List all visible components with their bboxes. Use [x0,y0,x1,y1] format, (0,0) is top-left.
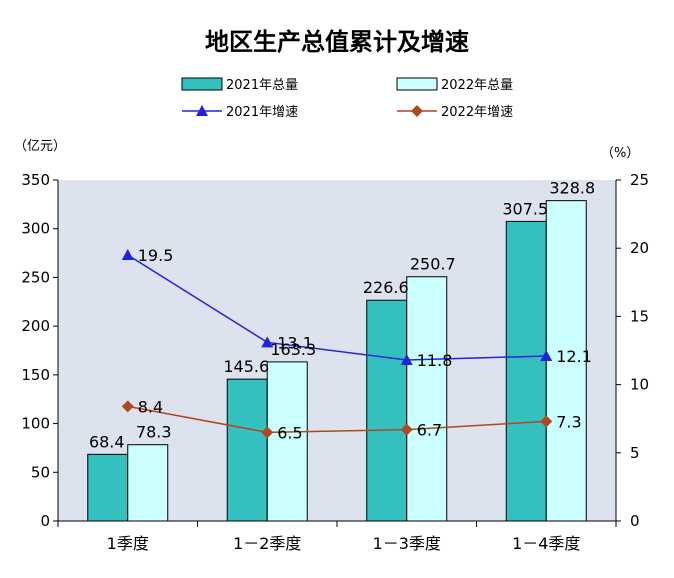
y-right-tick-label: 0 [630,512,640,530]
bar-label: 328.8 [549,179,595,198]
y-left-tick-label: 200 [21,317,50,335]
bar-1-3 [545,200,587,522]
bars [87,200,587,522]
bar-1-2 [406,276,448,522]
y-left-tick-label: 0 [40,512,50,530]
line-label: 8.4 [138,397,163,416]
bar-label: 226.6 [363,278,409,297]
marker-2-1 [261,336,274,348]
line-label: 6.5 [277,423,302,442]
x-tick-label: 1－2季度 [233,534,301,553]
marker-3-2 [400,423,413,436]
x-tick-label: 1季度 [107,534,149,553]
marker-3-3 [540,415,553,428]
line-label: 6.7 [417,421,442,440]
bar-label: 307.5 [502,199,548,218]
lines [121,249,553,439]
bar-label: 145.6 [223,357,269,376]
axes: 0 50 100 150 200 250 300 350 0 5 10 15 20 25 1季度 1－2季度 1… [21,171,649,553]
legend-marker-2 [196,105,208,116]
data-labels: 68.4 145.6 226.6 307.5 78.3 163.3 250.7 328.8 19… [89,179,595,452]
bar-label: 78.3 [136,423,172,442]
line-2 [127,254,547,361]
legend: 2021年总量 2022年总量 2021年增速 2022年增速 [181,77,513,120]
marker-2-3 [540,349,553,361]
bar-0-1 [226,378,268,522]
bar-0-0 [87,453,129,522]
x-tick-label: 1－4季度 [512,534,580,553]
line-label: 7.3 [556,412,581,431]
chart-title: 地区生产总值累计及增速 [205,27,469,56]
legend-swatch-1 [396,77,438,91]
line-label: 13.1 [277,333,313,352]
legend-label: 2022年增速 [441,105,513,120]
bar-label: 250.7 [410,255,456,274]
y-right-tick-label: 15 [630,307,649,325]
y-right-tick-label: 10 [630,376,649,394]
bar-0-2 [366,299,408,522]
y-right-tick-label: 5 [630,444,640,462]
y-right-tick-label: 25 [630,171,649,189]
y-left-tick-label: 350 [21,171,50,189]
marker-2-2 [400,354,413,366]
legend-label: 2021年增速 [226,105,298,120]
bar-1-1 [266,361,308,522]
y-left-tick-label: 250 [21,268,50,286]
legend-swatch-0 [181,77,223,91]
bar-label: 163.3 [270,340,316,359]
y-left-tick-label: 300 [21,220,50,238]
line-label: 11.8 [417,351,453,370]
legend-label: 2022年总量 [441,78,513,93]
y-left-tick-label: 150 [21,366,50,384]
line-3 [127,405,547,434]
line-label: 19.5 [138,246,174,265]
y-left-axis-label: （亿元） [14,139,66,154]
legend-marker-3 [411,105,423,117]
bar-label: 68.4 [89,432,125,451]
y-left-tick-label: 100 [21,415,50,433]
x-tick-label: 1－3季度 [373,534,441,553]
bar-1-0 [127,444,169,522]
y-left-tick-label: 50 [31,463,50,481]
bar-0-3 [505,220,547,522]
marker-2-0 [121,249,134,261]
line-label: 12.1 [556,347,592,366]
marker-3-1 [261,426,274,439]
y-right-axis-label: （%） [601,146,639,161]
legend-label: 2021年总量 [226,78,298,93]
marker-3-0 [121,400,134,413]
y-right-tick-label: 20 [630,239,649,257]
